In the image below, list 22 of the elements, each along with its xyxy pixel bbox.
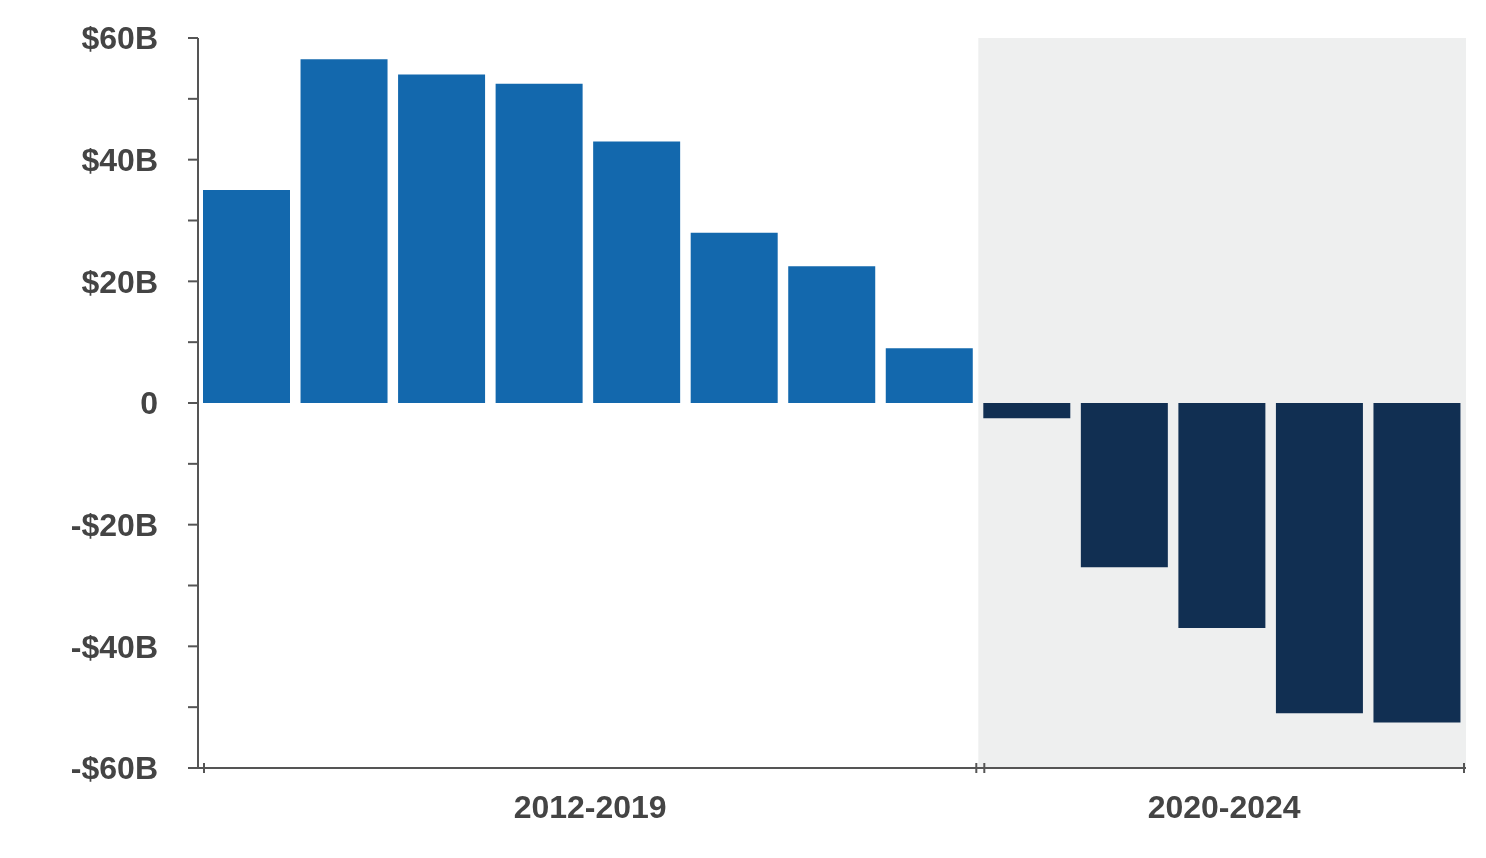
y-tick-label: -$20B (70, 507, 158, 544)
bar (398, 74, 486, 403)
bar (983, 403, 1071, 419)
bar (788, 266, 876, 403)
bar (1178, 403, 1266, 629)
bar (1373, 403, 1461, 723)
bar (885, 348, 973, 403)
y-tick-label: -$40B (70, 628, 158, 665)
text: 2020-2024 (1147, 789, 1301, 825)
bar (593, 141, 681, 403)
y-tick-label: $60B (81, 20, 158, 57)
bar (495, 83, 583, 403)
bar (1275, 403, 1363, 714)
y-tick-label: -$60B (70, 750, 158, 787)
bar (690, 232, 778, 403)
bar (300, 59, 388, 403)
y-tick-label: 0 (140, 385, 158, 422)
y-tick-label: $20B (81, 263, 158, 300)
bar (203, 190, 290, 403)
y-tick-label: $40B (81, 142, 158, 179)
text: 2012-2019 (513, 789, 667, 825)
bar (1080, 403, 1168, 568)
